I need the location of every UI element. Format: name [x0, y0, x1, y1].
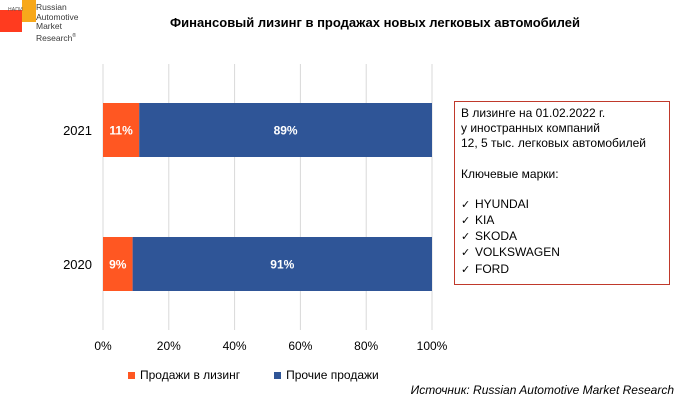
x-tick-label: 20% [157, 339, 181, 353]
logo-small-text: НАПИ [8, 7, 23, 13]
bar-segment [103, 237, 133, 291]
logo-line: Russian [36, 2, 67, 12]
x-tick-label: 0% [94, 339, 112, 353]
data-label: 11% [109, 124, 133, 138]
brand-item: ✓ HYUNDAI [461, 197, 663, 213]
legend-label: Прочие продажи [286, 368, 379, 382]
x-tick-label: 40% [223, 339, 247, 353]
legend-swatch-other [274, 371, 282, 379]
x-tick-label: 80% [354, 339, 378, 353]
logo-line: Automotive [36, 11, 79, 22]
logo-text: Russian Automotive Market Research® [36, 2, 106, 43]
data-label: 89% [274, 124, 298, 138]
checkmark-icon: ✓ [461, 198, 471, 211]
checkmark-icon: ✓ [461, 215, 471, 228]
bar-segment [132, 237, 433, 291]
x-tick-label: 100% [417, 339, 448, 353]
brand-name: VOLKSWAGEN [475, 245, 560, 260]
brand-name: HYUNDAI [475, 196, 530, 211]
legend-item-other: Прочие продажи [274, 368, 379, 382]
y-category-label: 2020 [63, 257, 92, 272]
brand-item: ✓ SKODA [461, 229, 663, 245]
info-line: 12, 5 тыс. легковых автомобилей [461, 136, 646, 151]
y-category-label: 2021 [63, 123, 92, 138]
logo-line: Research [36, 32, 73, 43]
brands-heading: Ключевые марки: [461, 166, 559, 181]
info-line: В лизинге на 01.02.2022 г. [461, 106, 606, 120]
brand-item: ✓ KIA [461, 213, 663, 229]
brand-name: SKODA [475, 229, 518, 244]
source-note: Источник: Russian Automotive Market Rese… [410, 383, 674, 397]
brand-item: ✓ VOLKSWAGEN [461, 245, 663, 261]
checkmark-icon: ✓ [461, 231, 471, 244]
company-logo: НАПИ Russian Automotive Market Research® [0, 0, 110, 70]
bar-segment [103, 103, 140, 157]
brand-item: ✓ FORD [461, 262, 663, 278]
legend-item-leasing: Продажи в лизинг [128, 368, 240, 382]
legend-swatch-leasing [128, 371, 135, 379]
bar-segment [139, 103, 432, 157]
info-line: у иностранных компаний [461, 121, 600, 136]
chart-title: Финансовый лизинг в продажах новых легко… [170, 15, 580, 30]
chart-legend: Продажи в лизинг Прочие продажи [128, 368, 413, 382]
brand-name: KIA [475, 213, 495, 228]
data-label: 9% [109, 258, 127, 272]
logo-registered-mark: ® [72, 32, 77, 39]
checkmark-icon: ✓ [461, 247, 471, 260]
data-label: 91% [270, 258, 294, 272]
checkmark-icon: ✓ [461, 263, 471, 276]
logo-line: Market [36, 21, 62, 31]
info-box: В лизинге на 01.02.2022 г. у иностранных… [454, 101, 670, 285]
brand-name: FORD [475, 261, 509, 276]
logo-red-square [0, 10, 22, 32]
logo-orange-square [22, 0, 36, 22]
legend-label: Продажи в лизинг [140, 368, 241, 382]
x-tick-label: 60% [288, 339, 312, 353]
